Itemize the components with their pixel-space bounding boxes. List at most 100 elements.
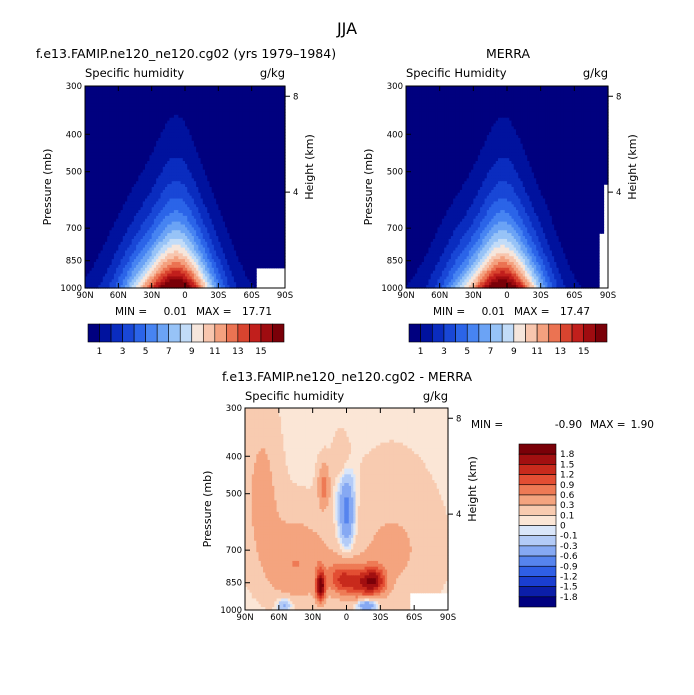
field-cell bbox=[205, 97, 208, 102]
field-cell bbox=[147, 94, 151, 99]
field-cell bbox=[211, 140, 215, 145]
field-cell bbox=[256, 123, 259, 127]
field-cell bbox=[273, 117, 277, 122]
field-cell bbox=[282, 94, 286, 99]
field-cell bbox=[189, 88, 193, 93]
field-cell bbox=[185, 143, 188, 148]
field-cell bbox=[105, 88, 108, 93]
field-cell bbox=[273, 120, 277, 125]
field-cell bbox=[102, 94, 106, 99]
field-cell bbox=[93, 123, 97, 127]
field-cell bbox=[205, 140, 208, 145]
field-cell bbox=[151, 123, 155, 127]
field-cell bbox=[238, 103, 242, 107]
field-cell bbox=[173, 132, 177, 136]
field-cell bbox=[102, 137, 106, 142]
field-cell bbox=[118, 126, 122, 130]
field-cell bbox=[140, 137, 144, 142]
field-cell bbox=[240, 120, 244, 125]
field-cell bbox=[207, 117, 211, 122]
field-cell bbox=[107, 111, 111, 116]
field-cell bbox=[202, 86, 206, 90]
field-cell bbox=[253, 88, 257, 93]
field-cell bbox=[176, 111, 179, 116]
field-cell bbox=[147, 140, 151, 145]
field-cell bbox=[129, 123, 133, 127]
field-cell bbox=[125, 126, 128, 130]
field-cell bbox=[156, 114, 159, 119]
field-cell bbox=[89, 129, 93, 133]
field-cell bbox=[145, 114, 148, 119]
field-cell bbox=[280, 103, 284, 107]
field-cell bbox=[253, 114, 257, 119]
field-cell bbox=[249, 91, 253, 96]
field-cell bbox=[262, 143, 266, 148]
field-cell bbox=[111, 132, 115, 136]
field-cell bbox=[162, 86, 166, 90]
field-cell bbox=[176, 86, 179, 90]
field-cell bbox=[218, 117, 222, 122]
field-cell bbox=[142, 86, 146, 90]
field-cell bbox=[207, 111, 211, 116]
field-cell bbox=[138, 106, 142, 110]
field-cell bbox=[160, 137, 164, 142]
field-cell bbox=[178, 149, 182, 153]
field-cell bbox=[236, 129, 239, 133]
field-cell bbox=[282, 132, 286, 136]
field-cell bbox=[116, 106, 119, 110]
field-cell bbox=[202, 91, 206, 96]
field-cell bbox=[87, 143, 91, 148]
field-cell bbox=[165, 137, 168, 142]
field-cell bbox=[169, 120, 173, 125]
field-cell bbox=[271, 120, 275, 125]
field-cell bbox=[173, 114, 177, 119]
field-cell bbox=[213, 123, 217, 127]
field-cell bbox=[105, 100, 108, 104]
field-cell bbox=[153, 114, 157, 119]
field-cell bbox=[267, 129, 271, 133]
field-cell bbox=[96, 137, 99, 142]
field-cell bbox=[233, 86, 237, 90]
field-cell bbox=[151, 111, 155, 116]
field-cell bbox=[233, 132, 237, 136]
field-cell bbox=[129, 106, 133, 110]
field-cell bbox=[218, 132, 222, 136]
field-cell bbox=[136, 100, 139, 104]
field-cell bbox=[247, 146, 251, 151]
field-cell bbox=[209, 91, 213, 96]
field-cell bbox=[185, 111, 188, 116]
field-cell bbox=[238, 126, 242, 130]
field-cell bbox=[267, 106, 271, 110]
field-cell bbox=[273, 129, 277, 133]
field-cell bbox=[220, 146, 224, 151]
field-cell bbox=[191, 132, 195, 136]
field-cell bbox=[238, 129, 242, 133]
field-cell bbox=[182, 91, 186, 96]
field-cell bbox=[271, 132, 275, 136]
field-cell bbox=[129, 88, 133, 93]
field-cell bbox=[200, 143, 204, 148]
field-cell bbox=[138, 86, 142, 90]
field-cell bbox=[227, 137, 231, 142]
field-cell bbox=[258, 140, 262, 145]
field-cell bbox=[127, 146, 131, 151]
field-cell bbox=[153, 109, 157, 113]
field-cell bbox=[169, 126, 173, 130]
field-cell bbox=[98, 111, 102, 116]
field-cell bbox=[111, 117, 115, 122]
field-cell bbox=[120, 117, 124, 122]
field-cell bbox=[176, 135, 179, 139]
field-cell bbox=[145, 120, 148, 125]
field-cell bbox=[160, 103, 164, 107]
field-cell bbox=[227, 117, 231, 122]
field-cell bbox=[202, 129, 206, 133]
field-cell bbox=[227, 140, 231, 145]
field-cell bbox=[131, 114, 135, 119]
field-cell bbox=[91, 111, 95, 116]
field-cell bbox=[120, 103, 124, 107]
field-cell bbox=[225, 117, 228, 122]
field-cell bbox=[187, 149, 191, 153]
field-cell bbox=[149, 88, 153, 93]
field-cell bbox=[278, 97, 282, 102]
field-cell bbox=[262, 126, 266, 130]
